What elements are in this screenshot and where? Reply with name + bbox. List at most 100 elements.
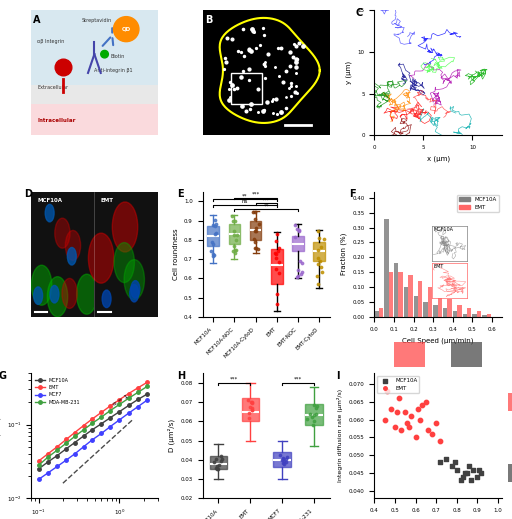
Bar bbox=[414, 296, 418, 317]
Point bbox=[314, 280, 322, 288]
Circle shape bbox=[124, 260, 144, 299]
Point bbox=[315, 234, 323, 242]
Text: EMT: EMT bbox=[101, 198, 114, 203]
EMT bbox=[391, 422, 399, 431]
Text: ***: *** bbox=[251, 192, 260, 197]
EMT bbox=[144, 379, 150, 386]
MCF7 bbox=[125, 410, 132, 416]
Point bbox=[275, 244, 283, 253]
EMT bbox=[107, 403, 113, 409]
MCF10A bbox=[442, 455, 451, 463]
Line: EMT: EMT bbox=[37, 380, 149, 463]
EMT bbox=[436, 437, 444, 445]
Point bbox=[210, 230, 219, 238]
Text: Extracellular: Extracellular bbox=[37, 86, 68, 90]
Point bbox=[298, 258, 306, 267]
EMT bbox=[393, 408, 401, 417]
MCF10A bbox=[457, 476, 465, 485]
Point bbox=[314, 227, 323, 235]
FancyBboxPatch shape bbox=[94, 192, 158, 317]
MDA-MB-231 bbox=[89, 420, 95, 427]
Bar bbox=[418, 281, 422, 317]
PathPatch shape bbox=[207, 226, 219, 245]
Bar bbox=[230, 73, 263, 104]
MDA-MB-231 bbox=[63, 440, 69, 446]
Point bbox=[296, 270, 305, 278]
Line: MCF7: MCF7 bbox=[37, 399, 149, 481]
MCF10A bbox=[453, 466, 461, 474]
Circle shape bbox=[101, 50, 109, 58]
Bar bbox=[467, 308, 472, 317]
MCF10A bbox=[463, 469, 471, 477]
EMT bbox=[116, 397, 122, 403]
Point bbox=[251, 238, 259, 246]
Bar bbox=[453, 311, 457, 317]
Circle shape bbox=[34, 287, 42, 304]
MCF7 bbox=[116, 417, 122, 423]
Text: D: D bbox=[25, 189, 32, 199]
X-axis label: x (μm): x (μm) bbox=[426, 156, 450, 162]
Circle shape bbox=[114, 242, 135, 282]
Point bbox=[310, 400, 318, 408]
Point bbox=[291, 221, 299, 229]
FancyBboxPatch shape bbox=[31, 86, 158, 104]
Text: B: B bbox=[205, 16, 212, 25]
EMT bbox=[35, 458, 41, 464]
Y-axis label: Integrin diffusion rate (μm²/s): Integrin diffusion rate (μm²/s) bbox=[337, 389, 344, 482]
EMT bbox=[397, 426, 405, 434]
Circle shape bbox=[62, 278, 77, 308]
Point bbox=[318, 267, 326, 276]
Point bbox=[294, 266, 303, 275]
Point bbox=[245, 414, 253, 422]
Point bbox=[290, 233, 298, 241]
Text: C: C bbox=[355, 8, 362, 18]
Point bbox=[229, 247, 238, 255]
Legend: MCF10A, EMT: MCF10A, EMT bbox=[377, 376, 419, 393]
MDA-MB-231 bbox=[80, 427, 87, 433]
Point bbox=[294, 272, 302, 280]
Point bbox=[310, 411, 318, 419]
MCF10A bbox=[461, 469, 469, 477]
Line: MDA-MB-231: MDA-MB-231 bbox=[37, 385, 149, 467]
Point bbox=[252, 227, 260, 236]
Bar bbox=[443, 308, 447, 317]
PathPatch shape bbox=[273, 452, 291, 468]
Text: α = 1: α = 1 bbox=[112, 394, 129, 407]
Bar bbox=[447, 299, 452, 317]
Circle shape bbox=[55, 218, 70, 248]
EMT bbox=[428, 430, 436, 438]
PathPatch shape bbox=[228, 225, 240, 244]
Point bbox=[254, 220, 263, 228]
Point bbox=[251, 244, 260, 253]
Point bbox=[293, 225, 301, 233]
Point bbox=[229, 217, 237, 225]
MCF10A bbox=[144, 391, 150, 397]
MDA-MB-231 bbox=[107, 407, 113, 414]
Point bbox=[251, 227, 259, 235]
Circle shape bbox=[77, 274, 97, 314]
MCF7 bbox=[45, 470, 51, 476]
Text: ns: ns bbox=[242, 199, 248, 204]
MDA-MB-231 bbox=[125, 395, 132, 401]
Point bbox=[292, 273, 301, 281]
EMT bbox=[98, 409, 104, 415]
Circle shape bbox=[130, 284, 139, 302]
MDA-MB-231 bbox=[144, 384, 150, 390]
Point bbox=[282, 458, 290, 467]
Y-axis label: y (μm): y (μm) bbox=[346, 61, 352, 85]
MCF10A bbox=[451, 458, 459, 467]
Point bbox=[317, 263, 326, 271]
Point bbox=[273, 229, 282, 238]
Point bbox=[212, 455, 220, 463]
MCF10A bbox=[35, 466, 41, 472]
Bar bbox=[482, 316, 486, 317]
EMT bbox=[80, 422, 87, 429]
Text: αβ Integrin: αβ Integrin bbox=[37, 39, 65, 44]
Bar bbox=[384, 218, 389, 317]
MDA-MB-231 bbox=[98, 414, 104, 420]
Text: E: E bbox=[177, 189, 184, 199]
MCF10A bbox=[477, 469, 485, 477]
Bar bbox=[379, 308, 383, 317]
MCF10A bbox=[125, 402, 132, 408]
Bar bbox=[398, 272, 403, 317]
